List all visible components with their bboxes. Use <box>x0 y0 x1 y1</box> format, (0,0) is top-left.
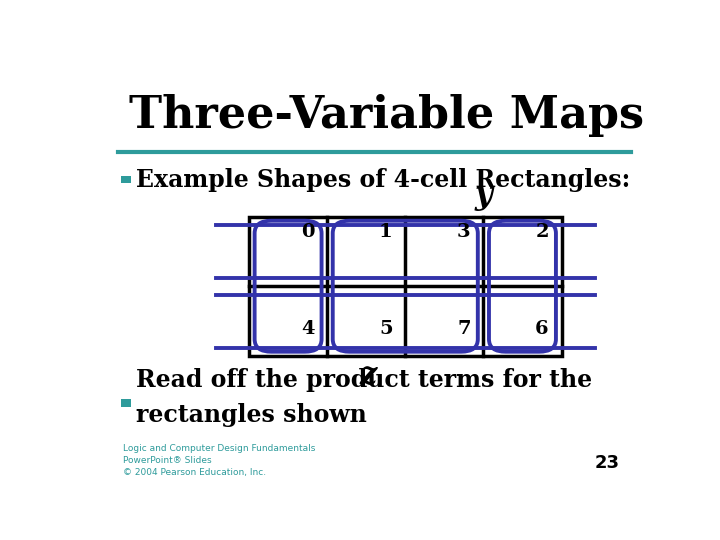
Text: 7: 7 <box>457 320 471 339</box>
Text: Three-Variable Maps: Three-Variable Maps <box>129 94 644 137</box>
Text: y: y <box>474 180 492 211</box>
Text: Logic and Computer Design Fundamentals
PowerPoint® Slides
© 2004 Pearson Educati: Logic and Computer Design Fundamentals P… <box>124 444 316 477</box>
Text: 2: 2 <box>535 223 549 241</box>
Text: Example Shapes of 4-cell Rectangles:: Example Shapes of 4-cell Rectangles: <box>136 167 631 192</box>
FancyBboxPatch shape <box>121 399 131 407</box>
Text: 23: 23 <box>595 454 620 472</box>
Text: 1: 1 <box>379 223 392 241</box>
Text: 6: 6 <box>535 320 549 339</box>
Text: 4: 4 <box>301 320 315 339</box>
Text: 5: 5 <box>379 320 392 339</box>
Text: z: z <box>359 360 377 392</box>
FancyBboxPatch shape <box>121 176 131 183</box>
Bar <box>249 217 562 356</box>
Text: Read off the product terms for the
rectangles shown: Read off the product terms for the recta… <box>136 368 593 427</box>
Text: 3: 3 <box>457 223 471 241</box>
Text: 0: 0 <box>301 223 315 241</box>
